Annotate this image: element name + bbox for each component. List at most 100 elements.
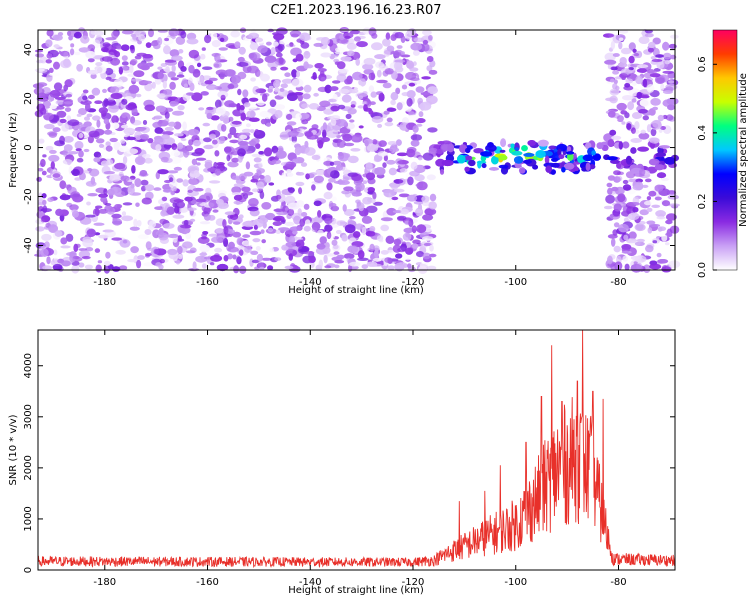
heatmap-cell: [243, 102, 251, 108]
heatmap-cell: [374, 167, 386, 176]
heatmap-cell: [244, 246, 252, 253]
heatmap-cell: [408, 219, 414, 228]
heatmap-cell: [142, 54, 153, 59]
heatmap-cell: [264, 55, 277, 63]
x-tick-label: -80: [610, 277, 626, 288]
heatmap-cell: [153, 187, 162, 191]
heatmap-cell: [662, 41, 670, 51]
heatmap-cell: [350, 148, 361, 152]
heatmap-cell: [250, 77, 256, 82]
heatmap-cell: [625, 155, 632, 165]
heatmap-cell: [412, 125, 419, 133]
heatmap-cell: [651, 59, 663, 63]
heatmap-cell: [128, 84, 140, 94]
heatmap-cell: [405, 71, 417, 81]
heatmap-cell: [172, 110, 185, 116]
y-tick-label: 0: [23, 567, 34, 573]
heatmap-cell: [158, 227, 164, 236]
heatmap-cell: [148, 220, 157, 228]
heatmap-cell: [606, 182, 613, 188]
heatmap-cell: [70, 169, 80, 175]
heatmap-cell: [45, 39, 53, 48]
heatmap-cell: [164, 37, 170, 42]
heatmap-cell: [320, 37, 330, 46]
heatmap-cell: [630, 256, 640, 260]
heatmap-cell: [49, 104, 57, 110]
heatmap-cell: [326, 231, 332, 239]
heatmap-cell: [667, 104, 676, 111]
heatmap-cell: [668, 203, 680, 207]
heatmap-cell: [657, 226, 663, 232]
heatmap-cell: [67, 119, 80, 126]
heatmap-cell: [85, 102, 91, 112]
heatmap-cell: [102, 88, 107, 93]
heatmap-cell: [61, 123, 69, 132]
heatmap-cell: [603, 205, 613, 210]
heatmap-cell: [362, 196, 373, 205]
x-tick-label: -140: [299, 577, 322, 588]
heatmap-cell: [273, 33, 285, 41]
heatmap-cell: [393, 49, 404, 57]
heatmap-cell: [41, 170, 47, 176]
heatmap-cell: [54, 140, 65, 147]
heatmap-cell: [400, 208, 409, 215]
heatmap-cell: [355, 223, 364, 230]
heatmap-cell: [63, 136, 74, 143]
heatmap-cell: [622, 141, 630, 149]
heatmap-cell: [312, 72, 317, 80]
heatmap-cell: [241, 128, 252, 133]
heatmap-cell: [204, 80, 214, 85]
heatmap-cell: [215, 227, 224, 234]
heatmap-cell: [323, 108, 334, 115]
heatmap-cell: [406, 90, 416, 99]
heatmap-cell: [664, 242, 670, 246]
heatmap-cell: [665, 213, 677, 221]
heatmap-cell: [251, 259, 260, 264]
heatmap-cell: [60, 237, 68, 245]
heatmap-cell: [662, 90, 673, 94]
heatmap-cell: [301, 103, 310, 109]
heatmap-cell: [188, 139, 194, 146]
spectrogram-frame: [37, 29, 676, 271]
heatmap-cell: [369, 226, 376, 233]
heatmap-cell: [145, 42, 152, 48]
heatmap-cell: [116, 45, 123, 50]
snr-y-ticks: 0 1000 2000 3000 4000: [23, 353, 675, 573]
heatmap-cell: [193, 139, 201, 147]
heatmap-cell: [296, 70, 300, 78]
heatmap-cell: [224, 211, 236, 216]
heatmap-cell: [293, 92, 304, 96]
heatmap-cell: [336, 73, 347, 83]
heatmap-cell: [169, 81, 176, 90]
heatmap-cell: [157, 37, 163, 46]
heatmap-cell: [394, 262, 405, 272]
heatmap-cell: [263, 147, 273, 157]
heatmap-cell: [261, 202, 272, 210]
heatmap-cell: [236, 256, 242, 265]
heatmap-cell: [87, 69, 99, 75]
heatmap-cell: [639, 168, 646, 176]
heatmap-cell: [365, 162, 373, 171]
heatmap-cell: [324, 265, 332, 269]
heatmap-cell: [67, 151, 79, 155]
heatmap-cell: [144, 184, 155, 192]
heatmap-cell: [82, 95, 88, 101]
heatmap-cell: [338, 180, 350, 185]
heatmap-cell: [233, 183, 243, 187]
heatmap-cell: [262, 93, 268, 102]
heatmap-cell: [422, 39, 428, 45]
heatmap-cell: [581, 167, 588, 172]
heatmap-cell: [328, 177, 336, 183]
heatmap-cell: [413, 50, 420, 56]
heatmap-cell: [311, 184, 316, 191]
heatmap-cell: [426, 56, 434, 62]
heatmap-cell: [223, 255, 229, 262]
heatmap-cell: [403, 227, 414, 234]
heatmap-cell: [292, 230, 298, 235]
heatmap-cell: [188, 49, 200, 59]
heatmap-cell: [346, 42, 357, 50]
heatmap-cell: [480, 155, 487, 162]
heatmap-cell: [96, 119, 101, 128]
heatmap-cell: [106, 206, 116, 215]
heatmap-cell: [382, 38, 391, 47]
